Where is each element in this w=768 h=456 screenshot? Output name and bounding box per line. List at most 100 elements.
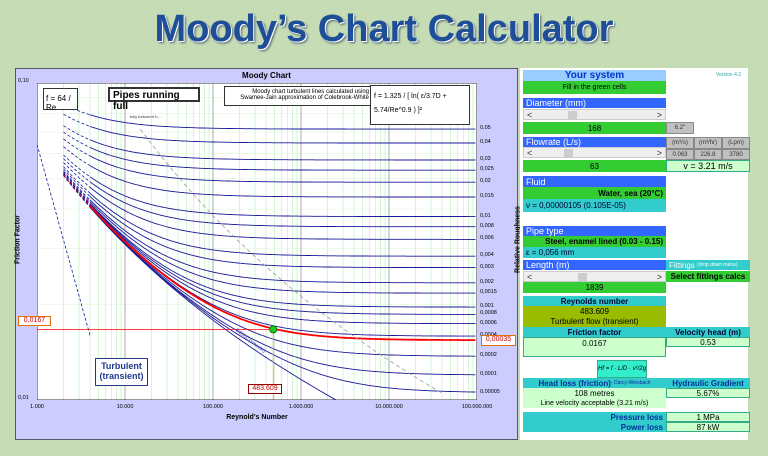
- roughness-curve: [89, 114, 476, 130]
- highlight-curve: [89, 205, 476, 341]
- roughness-curve: [89, 192, 476, 257]
- roughness-label: 0,006: [480, 235, 494, 242]
- roughness-label: 0,0008: [480, 310, 497, 317]
- reynolds-marker-label: 483.609: [248, 384, 282, 394]
- flowrate-input[interactable]: 63: [523, 160, 666, 172]
- roughness-curve: [89, 176, 476, 218]
- scroll-left-arrow[interactable]: <: [527, 271, 533, 282]
- power-loss-label: Power loss: [523, 422, 666, 432]
- velocity-value: v = 3.21 m/s: [666, 160, 750, 172]
- roughness-marker-label: 0,00035: [481, 335, 516, 346]
- roughness-curve-transition: [63, 154, 91, 178]
- roughness-curve: [89, 206, 476, 376]
- fluid-label: Fluid: [523, 176, 666, 187]
- roughness-label: 0,015: [480, 193, 494, 199]
- reynolds-label: Reynolds number: [523, 296, 666, 306]
- flow-unit-header: (m³/s): [666, 137, 694, 149]
- roughness-curve: [89, 181, 476, 228]
- smooth-curve: [89, 207, 337, 400]
- turbulent-transient-label: Turbulent (transient): [95, 358, 148, 386]
- friction-factor-value: 0.0167: [523, 337, 666, 357]
- roughness-label: 0,00005: [480, 388, 500, 395]
- roughness-label: 0,001: [480, 303, 494, 310]
- roughness-curve: [89, 186, 476, 240]
- fluid-select[interactable]: Water, sea (20°C): [523, 187, 666, 199]
- roughness-curve: [89, 125, 476, 144]
- scroll-left-arrow[interactable]: <: [527, 147, 533, 158]
- friction-marker-label: 0,0167: [18, 316, 51, 326]
- roughness-curve: [89, 203, 476, 308]
- length-label: Length (m): [523, 260, 666, 270]
- fittings-dropdown[interactable]: Select fittings calcs: [666, 271, 750, 282]
- roughness-curve-transition: [63, 146, 91, 166]
- pressure-loss-label: Pressure loss: [523, 412, 666, 422]
- power-loss-value: 87 kW: [666, 422, 750, 432]
- scroll-left-arrow[interactable]: <: [527, 109, 533, 120]
- head-loss-value: 108 metres: [523, 388, 666, 398]
- operating-point: [269, 325, 278, 334]
- length-input[interactable]: 1839: [523, 282, 666, 293]
- roughness-curve-transition: [63, 162, 91, 188]
- laminar-line: [37, 144, 91, 336]
- slider-thumb[interactable]: [578, 273, 587, 281]
- roughness-label: 0,03: [480, 155, 491, 162]
- flowrate-slider[interactable]: < >: [523, 147, 666, 158]
- roughness-label: 0,003: [480, 263, 494, 270]
- length-slider[interactable]: < >: [523, 271, 666, 282]
- scroll-right-arrow[interactable]: >: [656, 147, 662, 158]
- your-system-header: Your system: [523, 70, 666, 81]
- y-tick-label: 0,01: [18, 395, 29, 401]
- roughness-curve: [89, 139, 476, 161]
- x-tick-label: 10.000: [116, 404, 134, 410]
- scroll-right-arrow[interactable]: >: [656, 109, 662, 120]
- roughness-label: 0,0002: [480, 352, 497, 359]
- laminar-formula: f = 64 / Re: [43, 88, 78, 112]
- roughness-curve: [89, 155, 476, 183]
- roughness-label: 0,008: [480, 222, 494, 229]
- fill-hint: Fill in the green cells: [523, 81, 666, 94]
- roughness-curve-transition: [63, 113, 91, 127]
- friction-factor-label: Friction factor: [523, 327, 666, 337]
- roughness-curve-transition: [63, 171, 91, 202]
- plot-background: [37, 83, 477, 400]
- roughness-curve-transition: [63, 138, 91, 157]
- diameter-label: Diameter (mm): [523, 98, 666, 108]
- hydraulic-gradient-label: Hydraulic Gradient: [666, 378, 750, 388]
- fully-turbulent-legend: fully turbulent f=...: [130, 114, 162, 119]
- roughness-curve: [89, 146, 476, 171]
- velocity-head-label: Velocity head (m): [666, 327, 750, 337]
- pipe-type-select[interactable]: Steel, enamel lined (0.03 - 0.15): [523, 236, 666, 247]
- roughness-label: 0,0006: [480, 319, 497, 326]
- x-tick-label: 1.000: [30, 404, 44, 410]
- smooth-curve-transition: [63, 175, 91, 208]
- flow-unit-header: (m³/hr): [694, 137, 722, 149]
- roughness-curve-transition: [63, 168, 91, 197]
- roughness-label: 0,05: [480, 125, 491, 132]
- roughness-curve: [89, 204, 476, 325]
- colebrook-formula: f = 1.325 / [ ln( ε/3.7D + 5.74/Re^0.9 )…: [370, 85, 470, 125]
- scroll-right-arrow[interactable]: >: [656, 271, 662, 282]
- x-tick-label: 100.000: [203, 404, 223, 410]
- pipes-running-full-label: Pipes running full: [108, 87, 200, 112]
- pressure-loss-value: 1 MPa: [666, 412, 750, 422]
- version-label: Version 4.2: [716, 72, 742, 78]
- chart-title: Moody Chart: [242, 71, 291, 80]
- diameter-slider[interactable]: < >: [523, 109, 666, 120]
- roughness-curve: [89, 199, 476, 284]
- flow-unit-header: (Lpm): [722, 137, 750, 149]
- roughness-curve: [89, 206, 476, 393]
- slider-thumb[interactable]: [568, 111, 577, 119]
- roughness-curve-transition: [63, 158, 91, 183]
- roughness-curve-transition: [63, 166, 91, 194]
- x-axis-label: Reynold's Number: [226, 414, 288, 421]
- flow-regime: Turbulent flow (transient): [523, 316, 666, 327]
- y-tick-label: 0,10: [18, 78, 29, 84]
- reynolds-value: 483.609: [523, 306, 666, 316]
- roughness-label: 0,0001: [480, 371, 497, 378]
- velocity-head-value: 0.53: [666, 337, 750, 347]
- page-title: Moody’s Chart Calculator: [154, 8, 614, 50]
- darcy-formula: Hf = f · L/D · v²/2g: [597, 360, 647, 378]
- roughness-label: 0,004: [480, 252, 494, 259]
- slider-thumb[interactable]: [564, 149, 573, 157]
- diameter-input[interactable]: 168: [523, 122, 666, 134]
